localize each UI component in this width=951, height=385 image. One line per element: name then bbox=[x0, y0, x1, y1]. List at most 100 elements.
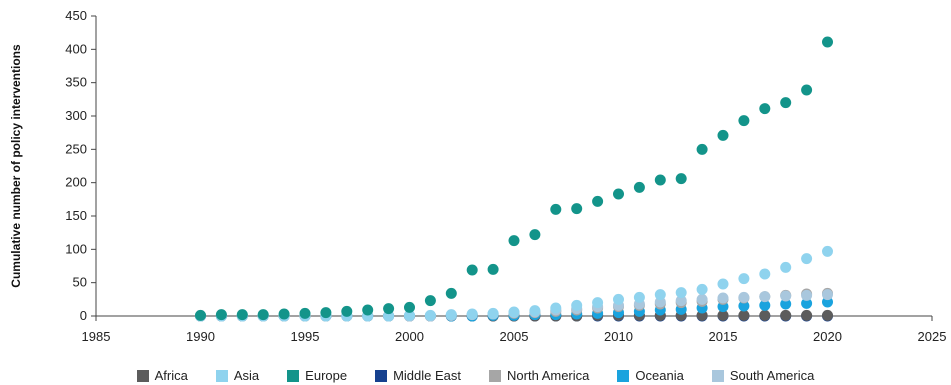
point-europe bbox=[696, 143, 708, 155]
point-europe bbox=[613, 188, 624, 200]
y-tick-label: 250 bbox=[65, 141, 87, 156]
point-asia bbox=[571, 299, 583, 311]
point-europe bbox=[780, 97, 792, 109]
y-tick-label: 0 bbox=[80, 308, 87, 323]
point-oceania bbox=[759, 299, 771, 311]
legend-label: Oceania bbox=[635, 368, 684, 383]
point-oceania bbox=[780, 298, 792, 310]
point-south-america bbox=[696, 293, 708, 305]
point-south-america bbox=[675, 295, 687, 307]
point-europe bbox=[738, 115, 750, 127]
point-africa bbox=[717, 309, 729, 321]
point-europe bbox=[508, 235, 520, 247]
x-tick-label: 2025 bbox=[918, 329, 947, 344]
point-south-america bbox=[759, 291, 771, 303]
point-asia bbox=[696, 283, 708, 295]
point-south-america bbox=[738, 291, 750, 303]
point-south-america bbox=[822, 289, 833, 301]
point-europe bbox=[362, 304, 374, 316]
point-africa bbox=[738, 309, 750, 321]
point-europe bbox=[383, 303, 395, 315]
point-europe bbox=[550, 203, 562, 215]
legend-swatch bbox=[375, 369, 388, 382]
point-asia bbox=[717, 278, 729, 290]
point-europe bbox=[654, 174, 666, 186]
legend-label: Middle East bbox=[393, 368, 462, 383]
legend-item-south-america: South America bbox=[711, 368, 815, 383]
legend-item-europe: Europe bbox=[287, 368, 347, 383]
legend: Africa Asia Europe Middle East North America… bbox=[0, 366, 951, 385]
point-asia bbox=[424, 309, 436, 321]
y-tick-label: 100 bbox=[65, 241, 87, 256]
point-south-america bbox=[780, 290, 792, 302]
legend-label: South America bbox=[729, 368, 815, 383]
axes: 0 50 100 150 200 250 300 350 400 450 1985 1990 1995 2… bbox=[65, 8, 946, 344]
legend-item-middle-east: Middle East bbox=[375, 368, 461, 383]
legend-swatch bbox=[711, 369, 724, 382]
point-asia bbox=[529, 305, 541, 317]
point-europe bbox=[801, 84, 813, 96]
point-europe bbox=[278, 308, 290, 320]
point-asia bbox=[822, 245, 833, 257]
point-asia bbox=[466, 308, 478, 320]
point-south-america bbox=[717, 292, 729, 304]
point-south-america bbox=[801, 289, 813, 301]
point-europe bbox=[195, 309, 206, 321]
x-tick-label: 2000 bbox=[395, 329, 424, 344]
x-tick-label: 2010 bbox=[604, 329, 633, 344]
point-europe bbox=[236, 309, 248, 321]
scatter-chart: Cumulative number of policy intervention… bbox=[9, 8, 946, 344]
point-europe bbox=[487, 263, 499, 275]
point-asia bbox=[445, 309, 457, 321]
point-europe bbox=[320, 307, 332, 319]
legend-item-oceania: Oceania bbox=[617, 368, 684, 383]
legend-swatch bbox=[617, 369, 630, 382]
y-tick-label: 300 bbox=[65, 108, 87, 123]
legend-swatch bbox=[489, 369, 502, 382]
point-asia bbox=[759, 268, 771, 280]
point-europe bbox=[592, 195, 604, 207]
y-tick-label: 200 bbox=[65, 175, 87, 190]
point-africa bbox=[801, 309, 813, 321]
point-africa bbox=[822, 309, 833, 321]
point-europe bbox=[759, 103, 771, 115]
point-asia bbox=[780, 261, 792, 273]
legend-label: North America bbox=[507, 368, 590, 383]
point-asia bbox=[508, 306, 520, 318]
x-tick-label: 1985 bbox=[82, 329, 111, 344]
point-asia bbox=[487, 307, 499, 319]
legend-item-north-america: North America bbox=[489, 368, 589, 383]
y-tick-label: 450 bbox=[65, 8, 87, 23]
point-europe bbox=[424, 295, 436, 307]
legend-label: Europe bbox=[305, 368, 348, 383]
point-asia bbox=[633, 291, 645, 303]
point-europe bbox=[404, 301, 415, 313]
point-asia bbox=[550, 302, 562, 314]
legend-label: Africa bbox=[154, 368, 188, 383]
legend-swatch bbox=[136, 369, 149, 382]
point-europe bbox=[299, 307, 311, 319]
point-europe bbox=[633, 181, 645, 193]
point-europe bbox=[717, 129, 729, 141]
legend-label: Asia bbox=[233, 368, 260, 383]
data-points bbox=[195, 36, 833, 322]
point-africa bbox=[780, 309, 792, 321]
legend-item-asia: Asia bbox=[215, 368, 260, 383]
y-tick-label: 150 bbox=[65, 208, 87, 223]
x-tick-label: 2020 bbox=[813, 329, 842, 344]
point-asia bbox=[654, 289, 666, 301]
point-europe bbox=[571, 203, 583, 215]
point-europe bbox=[529, 229, 541, 241]
point-oceania bbox=[801, 297, 813, 309]
point-europe bbox=[675, 173, 687, 185]
x-tick-label: 1990 bbox=[186, 329, 215, 344]
legend-swatch bbox=[215, 369, 228, 382]
point-asia bbox=[404, 309, 415, 321]
point-europe bbox=[466, 264, 478, 276]
point-asia bbox=[613, 293, 624, 305]
y-tick-label: 350 bbox=[65, 75, 87, 90]
y-tick-label: 400 bbox=[65, 41, 87, 56]
legend-swatch bbox=[287, 369, 300, 382]
point-europe bbox=[445, 287, 457, 299]
point-europe bbox=[215, 309, 227, 321]
